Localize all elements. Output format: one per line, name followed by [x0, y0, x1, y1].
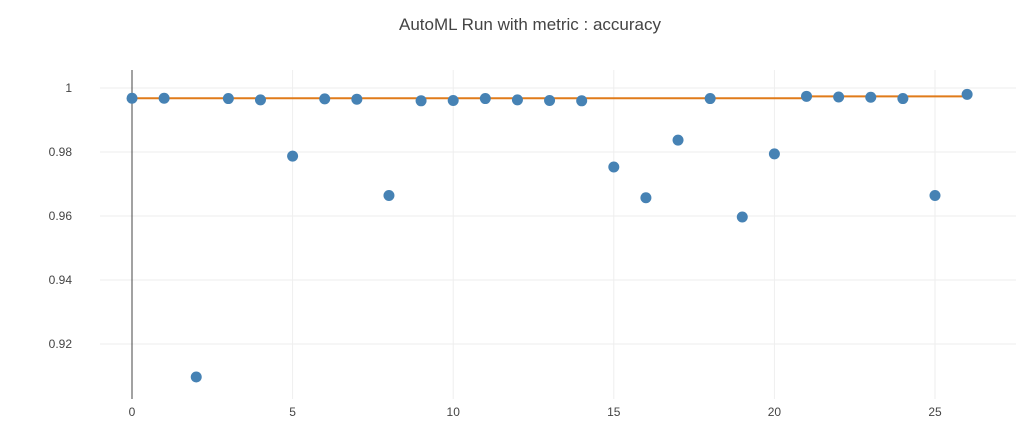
x-tick-label: 15 — [607, 405, 621, 419]
y-tick-label: 0.96 — [49, 209, 73, 223]
run-point[interactable] — [190, 371, 202, 383]
run-point[interactable] — [961, 88, 973, 100]
run-point[interactable] — [254, 94, 266, 106]
run-point[interactable] — [801, 90, 813, 102]
run-point[interactable] — [447, 94, 459, 106]
run-point[interactable] — [929, 190, 941, 202]
run-point[interactable] — [158, 92, 170, 104]
run-point[interactable] — [126, 92, 138, 104]
run-point[interactable] — [415, 95, 427, 107]
run-point[interactable] — [672, 134, 684, 146]
x-tick-label: 0 — [129, 405, 136, 419]
run-point[interactable] — [511, 94, 523, 106]
run-point[interactable] — [383, 190, 395, 202]
run-point[interactable] — [222, 93, 234, 105]
x-tick-label: 5 — [289, 405, 296, 419]
run-point[interactable] — [768, 148, 780, 160]
run-point[interactable] — [576, 95, 588, 107]
run-point[interactable] — [704, 93, 716, 105]
run-point[interactable] — [319, 93, 331, 105]
run-point[interactable] — [640, 192, 652, 204]
run-point[interactable] — [608, 161, 620, 173]
run-point[interactable] — [736, 211, 748, 223]
run-point[interactable] — [544, 94, 556, 106]
run-point[interactable] — [351, 93, 363, 105]
run-point[interactable] — [865, 91, 877, 103]
grid-layer — [100, 70, 1016, 399]
y-tick-label: 0.94 — [49, 273, 73, 287]
run-points-layer — [126, 88, 973, 383]
run-point[interactable] — [833, 91, 845, 103]
x-tick-label: 20 — [768, 405, 782, 419]
run-point[interactable] — [287, 150, 299, 162]
run-point[interactable] — [897, 93, 909, 105]
x-tick-label: 25 — [928, 405, 942, 419]
y-tick-label: 0.98 — [49, 145, 73, 159]
y-tick-label: 0.92 — [49, 337, 73, 351]
run-point[interactable] — [479, 93, 491, 105]
x-tick-label: 10 — [447, 405, 461, 419]
chart-title: AutoML Run with metric : accuracy — [399, 15, 662, 34]
y-tick-label: 1 — [65, 81, 72, 95]
